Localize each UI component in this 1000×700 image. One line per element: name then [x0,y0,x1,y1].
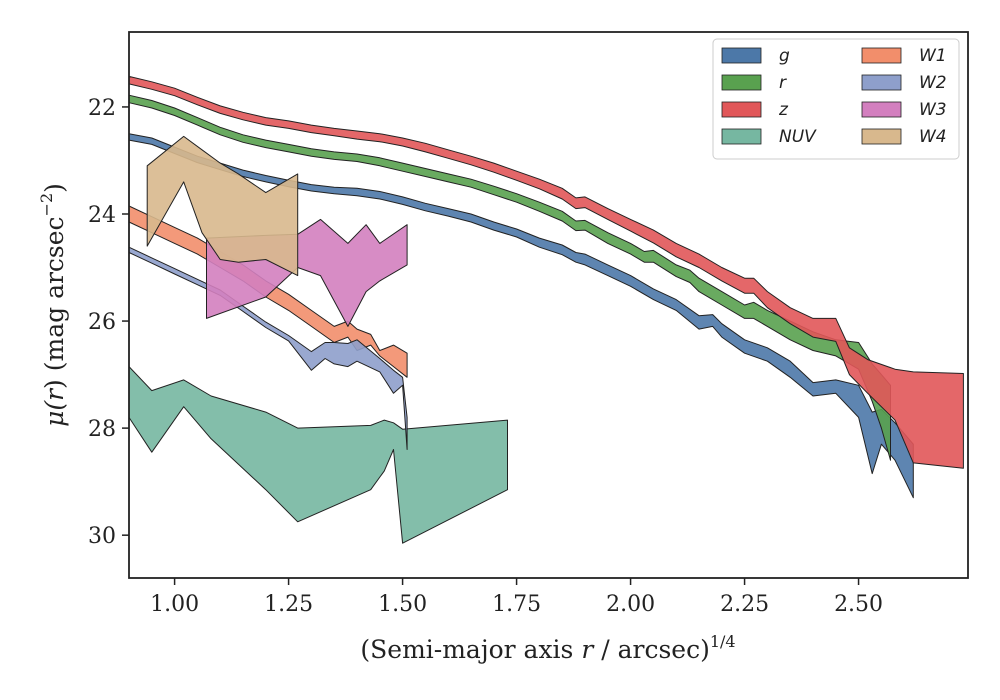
legend-swatch-w4 [861,128,902,145]
x-tick-label: 1.25 [264,592,313,617]
x-axis-title-sup: 1/4 [710,632,736,651]
y-tick-label: 22 [88,96,116,121]
x-tick-label: 2.25 [720,592,769,617]
y-axis-title-post: ) (mag arcsec [40,216,69,389]
y-tick-label: 30 [88,524,116,549]
y-axis-title-var: r [40,387,69,401]
x-tick-label: 1.00 [150,592,199,617]
legend-swatch-w3 [861,101,902,118]
y-axis-title-pre: μ( [40,400,69,427]
y-tick-label: 28 [88,417,116,442]
series-layer [128,75,964,544]
legend-swatch-z [721,101,762,118]
y-axis-title-sup: −2 [37,193,56,217]
series-band-w4 [146,135,299,277]
x-tick-label: 2.00 [606,592,655,617]
legend-swatch-w2 [861,74,902,91]
legend-swatch-w1 [861,47,902,64]
legend-label-nuv: NUV [779,127,817,147]
plot-frame [128,31,969,579]
legend-label-r: r [779,73,787,93]
legend-label-z: z [778,100,789,120]
legend-swatch-nuv [721,128,762,145]
legend-swatch-r [721,74,762,91]
y-tick-label: 24 [88,203,116,228]
x-tick-label: 1.75 [492,592,541,617]
x-axis-title-pre: (Semi-major axis [360,635,581,664]
series-band-z [128,75,964,469]
series-band-nuv [128,366,508,544]
series-band-r [128,94,891,461]
legend: grz NUV W1 W2 W3 W4 [712,38,960,160]
y-axis-title: μ(r) (mag arcsec−2) [37,183,69,427]
series-band-g [128,133,914,499]
legend-label-w2: W2 [919,73,947,93]
x-tick-label: 2.50 [834,592,883,617]
legend-label-g: g [779,46,790,66]
y-axis-title-end: ) [40,183,69,193]
x-tick-label: 1.50 [378,592,427,617]
x-axis-title-var: r [581,635,595,664]
y-tick-label: 26 [88,310,116,335]
x-axis-title-post: / arcsec) [593,635,710,664]
legend-swatch-g [721,47,762,64]
legend-label-w4: W4 [919,127,947,147]
legend-label-w3: W3 [919,100,947,120]
ticks-layer: 1.00 1.25 1.50 1.75 2.00 2.25 2.50 22 24 26 28 30 [88,96,883,617]
x-axis-title: (Semi-major axis r / arcsec)1/4 [360,632,735,664]
legend-label-w1: W1 [919,46,947,66]
